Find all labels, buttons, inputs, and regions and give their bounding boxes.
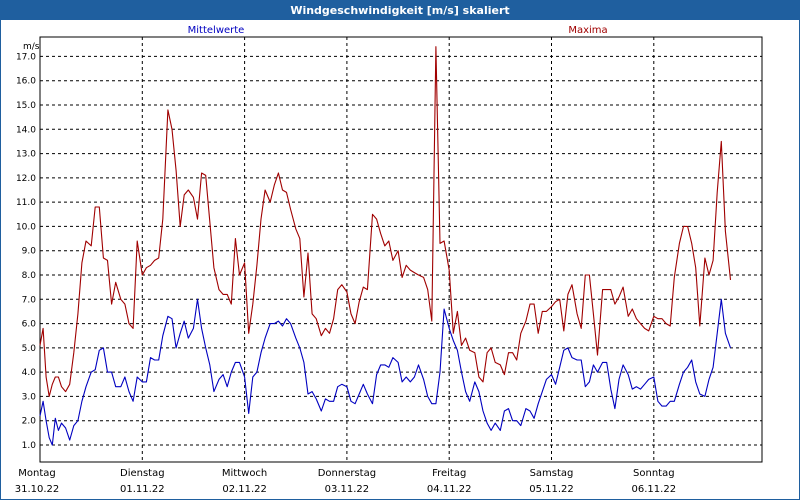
chart-title: Windgeschwindigkeit [m/s] skaliert <box>1 1 799 20</box>
y-tick-label: 2.0 <box>22 417 37 427</box>
y-tick-label: 5.0 <box>22 344 37 354</box>
x-tick-date: 31.10.22 <box>15 484 60 495</box>
series-maxima-line <box>39 46 732 397</box>
chart-grid <box>40 37 762 462</box>
legend-maxima: Maxima <box>568 25 607 36</box>
plot-area <box>39 36 763 463</box>
x-tick-date: 06.11.22 <box>632 484 677 495</box>
series-mittelwerte-line <box>39 298 732 446</box>
x-tick-date: 02.11.22 <box>222 484 267 495</box>
y-tick-label: 13.0 <box>16 150 36 160</box>
x-tick-day: Sonntag <box>633 468 675 479</box>
x-tick-date: 01.11.22 <box>120 484 165 495</box>
x-tick-day: Samstag <box>530 468 574 479</box>
y-tick-label: 9.0 <box>22 247 37 257</box>
x-tick-day: Mittwoch <box>222 468 267 479</box>
x-tick-day: Dienstag <box>120 468 165 479</box>
y-tick-label: 3.0 <box>22 392 37 402</box>
y-tick-label: 8.0 <box>22 271 37 281</box>
y-tick-label: 11.0 <box>16 198 36 208</box>
y-tick-label: 12.0 <box>16 174 36 184</box>
x-tick-date: 03.11.22 <box>325 484 370 495</box>
x-tick-day: Montag <box>18 468 55 479</box>
legend-mittelwerte: Mittelwerte <box>188 25 245 36</box>
y-tick-label: 1.0 <box>22 441 37 451</box>
y-tick-label: 10.0 <box>16 222 36 232</box>
y-tick-label: 4.0 <box>22 368 37 378</box>
y-tick-label: 7.0 <box>22 295 37 305</box>
x-tick-day: Freitag <box>432 468 466 479</box>
y-tick-label: 15.0 <box>16 101 36 111</box>
x-tick-date: 04.11.22 <box>427 484 472 495</box>
x-tick-date: 05.11.22 <box>529 484 574 495</box>
y-tick-label: 14.0 <box>16 125 36 135</box>
y-axis-label: m/s <box>23 42 40 52</box>
y-tick-label: 17.0 <box>16 52 36 62</box>
y-tick-label: 16.0 <box>16 77 36 87</box>
x-tick-day: Donnerstag <box>318 468 376 479</box>
y-tick-label: 6.0 <box>22 320 37 330</box>
